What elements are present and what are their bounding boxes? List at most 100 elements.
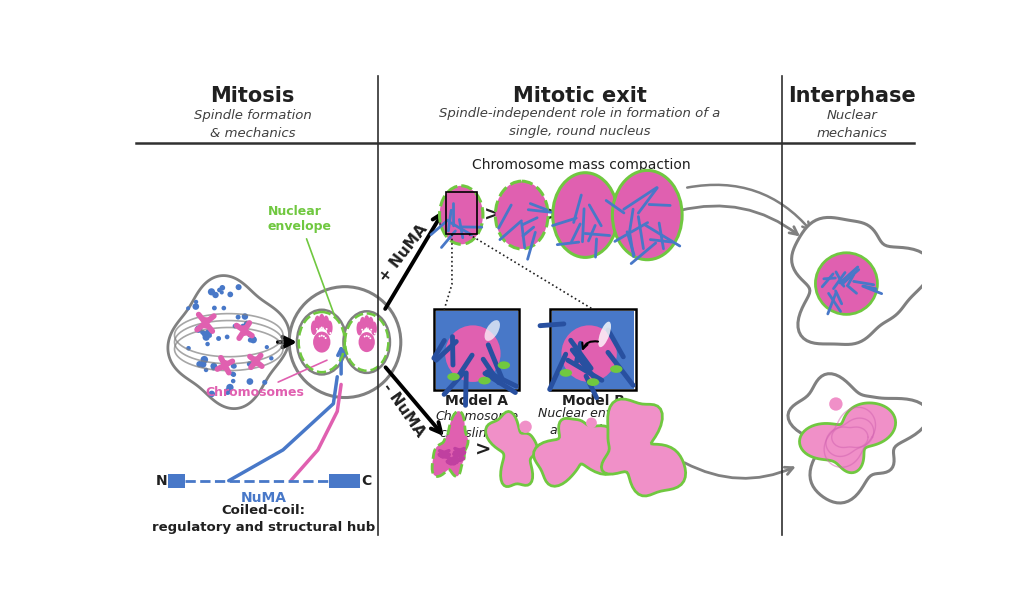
Text: >: > bbox=[475, 440, 492, 459]
Ellipse shape bbox=[445, 325, 501, 382]
Circle shape bbox=[202, 331, 208, 337]
Circle shape bbox=[366, 335, 368, 337]
Circle shape bbox=[248, 338, 253, 342]
Text: Chromosome
crosslinking: Chromosome crosslinking bbox=[435, 410, 518, 440]
Ellipse shape bbox=[343, 312, 390, 373]
Ellipse shape bbox=[612, 171, 682, 260]
Ellipse shape bbox=[498, 361, 510, 369]
Polygon shape bbox=[168, 276, 290, 408]
Circle shape bbox=[201, 356, 208, 364]
Circle shape bbox=[364, 336, 366, 338]
Ellipse shape bbox=[313, 332, 331, 353]
Polygon shape bbox=[788, 374, 929, 503]
Circle shape bbox=[230, 364, 236, 368]
Circle shape bbox=[236, 284, 242, 290]
Circle shape bbox=[815, 253, 878, 315]
Circle shape bbox=[368, 336, 370, 338]
Text: Nuclear envelope
assembly and
maturation: Nuclear envelope assembly and maturation bbox=[539, 407, 648, 454]
Circle shape bbox=[250, 336, 256, 342]
Circle shape bbox=[366, 327, 368, 329]
Circle shape bbox=[371, 329, 372, 330]
Text: Chromosome mass compaction: Chromosome mass compaction bbox=[472, 158, 690, 172]
Circle shape bbox=[316, 328, 317, 330]
Bar bbox=[550, 309, 636, 390]
Circle shape bbox=[252, 357, 259, 364]
Ellipse shape bbox=[314, 316, 321, 330]
Ellipse shape bbox=[368, 317, 374, 331]
Polygon shape bbox=[432, 411, 468, 477]
Circle shape bbox=[265, 345, 269, 349]
Ellipse shape bbox=[356, 321, 362, 335]
Circle shape bbox=[230, 379, 236, 384]
Text: Nuclear
envelope: Nuclear envelope bbox=[267, 206, 335, 316]
Bar bbox=[435, 311, 518, 388]
Circle shape bbox=[318, 335, 321, 337]
Text: Interphase: Interphase bbox=[788, 86, 915, 106]
Circle shape bbox=[241, 324, 246, 330]
Circle shape bbox=[208, 334, 212, 338]
Text: Spindle-independent role in formation of a
single, round nucleus: Spindle-independent role in formation of… bbox=[439, 107, 721, 138]
Circle shape bbox=[289, 287, 400, 397]
Circle shape bbox=[211, 366, 216, 370]
Circle shape bbox=[227, 292, 233, 297]
Text: >: > bbox=[546, 206, 562, 224]
Circle shape bbox=[212, 292, 219, 298]
Circle shape bbox=[586, 417, 597, 428]
Circle shape bbox=[231, 372, 237, 377]
Circle shape bbox=[374, 333, 376, 335]
Circle shape bbox=[219, 285, 225, 290]
Text: Mitosis: Mitosis bbox=[211, 86, 295, 106]
Ellipse shape bbox=[610, 365, 623, 373]
Bar bbox=[329, 474, 359, 488]
Bar bbox=[434, 309, 519, 390]
Text: Coiled-coil:
regulatory and structural hub: Coiled-coil: regulatory and structural h… bbox=[152, 504, 375, 534]
Bar bbox=[552, 311, 634, 388]
Circle shape bbox=[209, 391, 215, 397]
Circle shape bbox=[203, 333, 210, 341]
Circle shape bbox=[205, 329, 212, 336]
Text: >: > bbox=[484, 206, 501, 224]
Circle shape bbox=[204, 368, 208, 372]
Text: Chromosomes: Chromosomes bbox=[206, 360, 327, 399]
Circle shape bbox=[244, 321, 250, 327]
Polygon shape bbox=[534, 419, 616, 486]
Circle shape bbox=[216, 336, 221, 341]
Ellipse shape bbox=[327, 321, 333, 335]
Polygon shape bbox=[792, 217, 932, 344]
Circle shape bbox=[208, 288, 215, 295]
Ellipse shape bbox=[371, 321, 377, 335]
Polygon shape bbox=[601, 399, 686, 496]
Circle shape bbox=[210, 363, 217, 370]
Ellipse shape bbox=[478, 377, 490, 384]
Text: N: N bbox=[156, 474, 167, 488]
Bar bbox=[445, 192, 477, 234]
Ellipse shape bbox=[447, 373, 460, 381]
Circle shape bbox=[186, 346, 190, 350]
Ellipse shape bbox=[553, 172, 617, 257]
Circle shape bbox=[361, 329, 364, 330]
Text: >: > bbox=[608, 206, 625, 224]
Polygon shape bbox=[485, 411, 537, 486]
Circle shape bbox=[193, 303, 199, 310]
Text: Model B: Model B bbox=[561, 394, 625, 408]
Circle shape bbox=[251, 357, 257, 362]
Circle shape bbox=[212, 306, 217, 310]
Text: - NuMA: - NuMA bbox=[379, 380, 427, 440]
Circle shape bbox=[250, 336, 257, 344]
Circle shape bbox=[206, 342, 210, 346]
Text: >: > bbox=[599, 440, 615, 459]
Circle shape bbox=[200, 330, 205, 335]
Circle shape bbox=[225, 335, 229, 339]
Text: C: C bbox=[360, 474, 371, 488]
Circle shape bbox=[248, 333, 252, 338]
Ellipse shape bbox=[358, 332, 375, 352]
Circle shape bbox=[321, 335, 323, 336]
Ellipse shape bbox=[560, 369, 572, 377]
Text: Spindle formation
& mechanics: Spindle formation & mechanics bbox=[194, 110, 311, 140]
Text: Model A: Model A bbox=[445, 394, 508, 408]
Circle shape bbox=[221, 306, 226, 310]
Circle shape bbox=[247, 378, 253, 385]
Ellipse shape bbox=[364, 315, 370, 329]
Circle shape bbox=[186, 306, 190, 310]
Circle shape bbox=[247, 361, 252, 367]
